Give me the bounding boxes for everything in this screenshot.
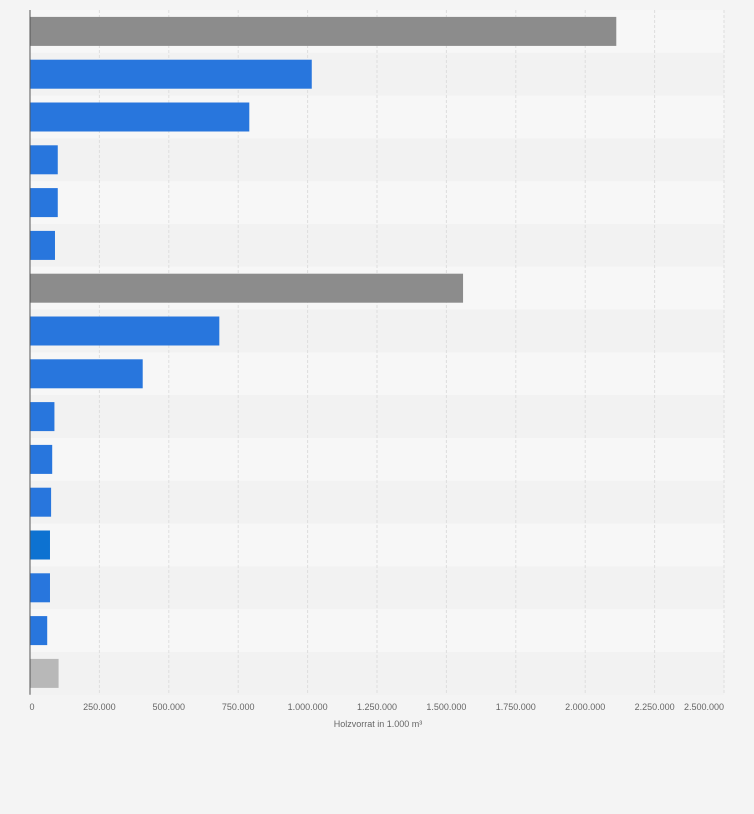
bar — [30, 444, 53, 474]
x-tick-label: 1.750.000 — [496, 702, 536, 712]
x-tick-label: 1.000.000 — [288, 702, 328, 712]
bar — [30, 530, 50, 560]
bar — [30, 145, 58, 175]
row-band — [30, 438, 724, 481]
bar — [30, 616, 48, 646]
row-band — [30, 138, 724, 182]
bar — [30, 402, 55, 432]
bar — [30, 273, 464, 303]
x-tick-label: 1.500.000 — [426, 702, 466, 712]
bar — [30, 573, 50, 603]
row-band — [30, 652, 724, 695]
bar — [30, 102, 250, 132]
bar — [30, 188, 58, 218]
bar — [30, 316, 220, 346]
row-band — [30, 352, 724, 396]
bar — [30, 359, 143, 389]
x-tick-label: 2.000.000 — [565, 702, 605, 712]
x-axis-tick-labels: 0 250.000 500.000 750.000 1.000.000 1.250.000… — [29, 702, 724, 712]
bar — [30, 230, 55, 260]
bar — [30, 487, 52, 517]
bars — [30, 16, 617, 688]
x-tick-label: 750.000 — [222, 702, 255, 712]
bar — [30, 16, 617, 46]
x-tick-label: 2.500.000 — [684, 702, 724, 712]
x-tick-label: 500.000 — [153, 702, 186, 712]
bar — [30, 658, 59, 688]
x-tick-label: 250.000 — [83, 702, 116, 712]
gridlines — [98, 10, 725, 695]
bar — [30, 59, 312, 89]
x-axis-label: Holzvorrat in 1.000 m³ — [334, 719, 423, 729]
x-tick-label: 2.250.000 — [635, 702, 675, 712]
x-tick-label: 0 — [29, 702, 34, 712]
x-tick-label: 1.250.000 — [357, 702, 397, 712]
